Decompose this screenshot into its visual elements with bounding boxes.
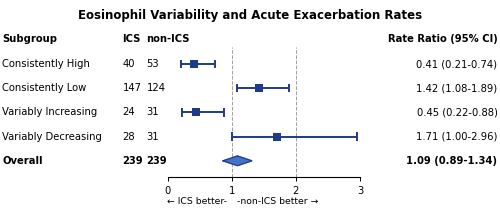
Text: 239: 239 (146, 156, 167, 166)
Text: 53: 53 (146, 59, 159, 69)
Text: non-ICS: non-ICS (146, 34, 190, 45)
Text: ICS: ICS (122, 34, 141, 45)
Text: 24: 24 (122, 107, 135, 117)
Text: 147: 147 (122, 83, 142, 93)
Text: -non-ICS better →: -non-ICS better → (236, 197, 318, 206)
Text: 31: 31 (146, 132, 159, 142)
Text: Variably Increasing: Variably Increasing (2, 107, 98, 117)
Text: ← ICS better-: ← ICS better- (166, 197, 226, 206)
Text: 40: 40 (122, 59, 135, 69)
Text: Eosinophil Variability and Acute Exacerbation Rates: Eosinophil Variability and Acute Exacerb… (78, 9, 422, 22)
Text: Variably Decreasing: Variably Decreasing (2, 132, 102, 142)
Text: 31: 31 (146, 107, 159, 117)
Text: Subgroup: Subgroup (2, 34, 58, 45)
Text: Consistently Low: Consistently Low (2, 83, 87, 93)
Text: Rate Ratio (95% CI): Rate Ratio (95% CI) (388, 34, 498, 45)
Text: 1.71 (1.00-2.96): 1.71 (1.00-2.96) (416, 132, 498, 142)
Text: 1.09 (0.89-1.34): 1.09 (0.89-1.34) (406, 156, 498, 166)
Text: Consistently High: Consistently High (2, 59, 90, 69)
Text: Overall: Overall (2, 156, 43, 166)
Text: 28: 28 (122, 132, 135, 142)
Text: 1.42 (1.08-1.89): 1.42 (1.08-1.89) (416, 83, 498, 93)
Text: 0.41 (0.21-0.74): 0.41 (0.21-0.74) (416, 59, 498, 69)
Text: 239: 239 (122, 156, 143, 166)
Text: 0.45 (0.22-0.88): 0.45 (0.22-0.88) (416, 107, 498, 117)
Polygon shape (223, 156, 252, 166)
Text: 124: 124 (146, 83, 166, 93)
